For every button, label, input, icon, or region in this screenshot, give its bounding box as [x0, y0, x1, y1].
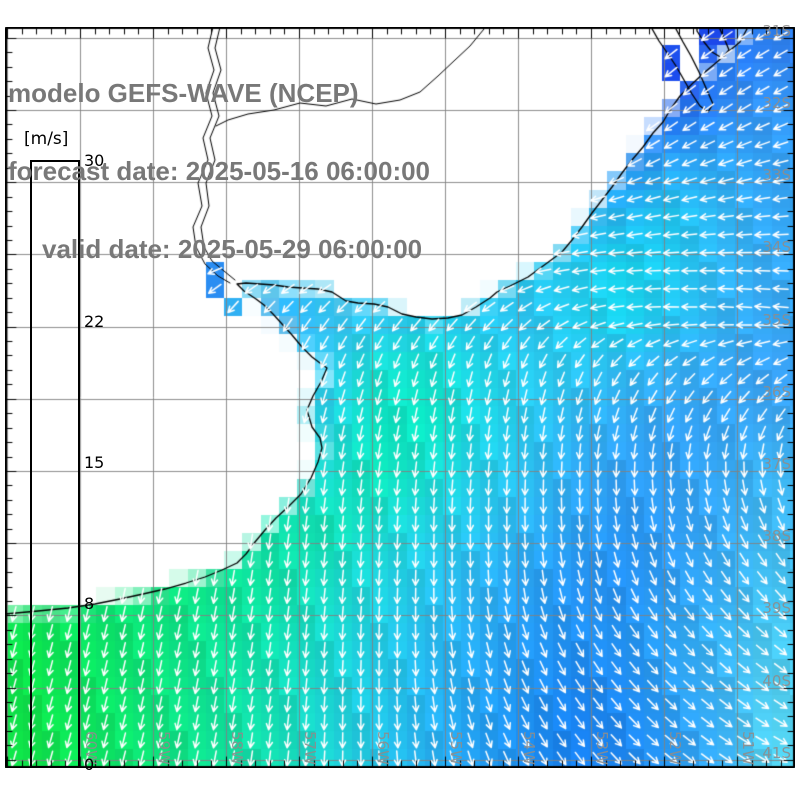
lat-label: 38S: [762, 527, 791, 546]
lat-label: 36S: [762, 382, 791, 401]
lon-label: 51W: [739, 731, 757, 765]
model-title: modelo GEFS-WAVE (NCEP): [8, 78, 359, 108]
lon-label: 57W: [301, 731, 319, 765]
colorbar-tick-label: 15: [84, 453, 105, 472]
lat-label: 41S: [762, 743, 791, 762]
lon-label: 53W: [593, 731, 611, 765]
lat-label: 37S: [762, 455, 791, 473]
forecast-date: forecast date: 2025-05-16 06:00:00: [8, 156, 431, 186]
lon-label: 55W: [447, 731, 465, 765]
lat-label: 34S: [762, 238, 791, 257]
lat-label: 40S: [762, 671, 791, 690]
colorbar-unit-label: [m/s]: [24, 129, 69, 149]
colorbar-tick-label: 22: [84, 312, 105, 332]
colorbar-tick-label: 0: [84, 755, 95, 774]
lon-label: 56W: [374, 731, 392, 765]
lon-label: 60W: [82, 731, 100, 765]
lat-label: 35S: [762, 310, 791, 329]
valid-date: valid date: 2025-05-29 06:00:00: [42, 234, 423, 264]
lon-label: 52W: [666, 731, 684, 765]
lat-label: 32S: [762, 94, 791, 112]
colorbar-tick-label: 30: [84, 151, 105, 170]
colorbar: [30, 160, 80, 768]
lat-label: 31S: [762, 22, 791, 40]
lon-label: 54W: [520, 731, 538, 765]
title-block: modelo GEFS-WAVE (NCEP) forecast date: 2…: [8, 28, 430, 314]
colorbar-tick-label: 8: [84, 593, 95, 613]
wave-field-map: [5, 27, 795, 768]
lat-label: 33S: [762, 166, 791, 185]
lon-label: 59W: [155, 731, 173, 765]
lat-label: 39S: [762, 599, 791, 618]
lon-label: 58W: [228, 731, 246, 765]
